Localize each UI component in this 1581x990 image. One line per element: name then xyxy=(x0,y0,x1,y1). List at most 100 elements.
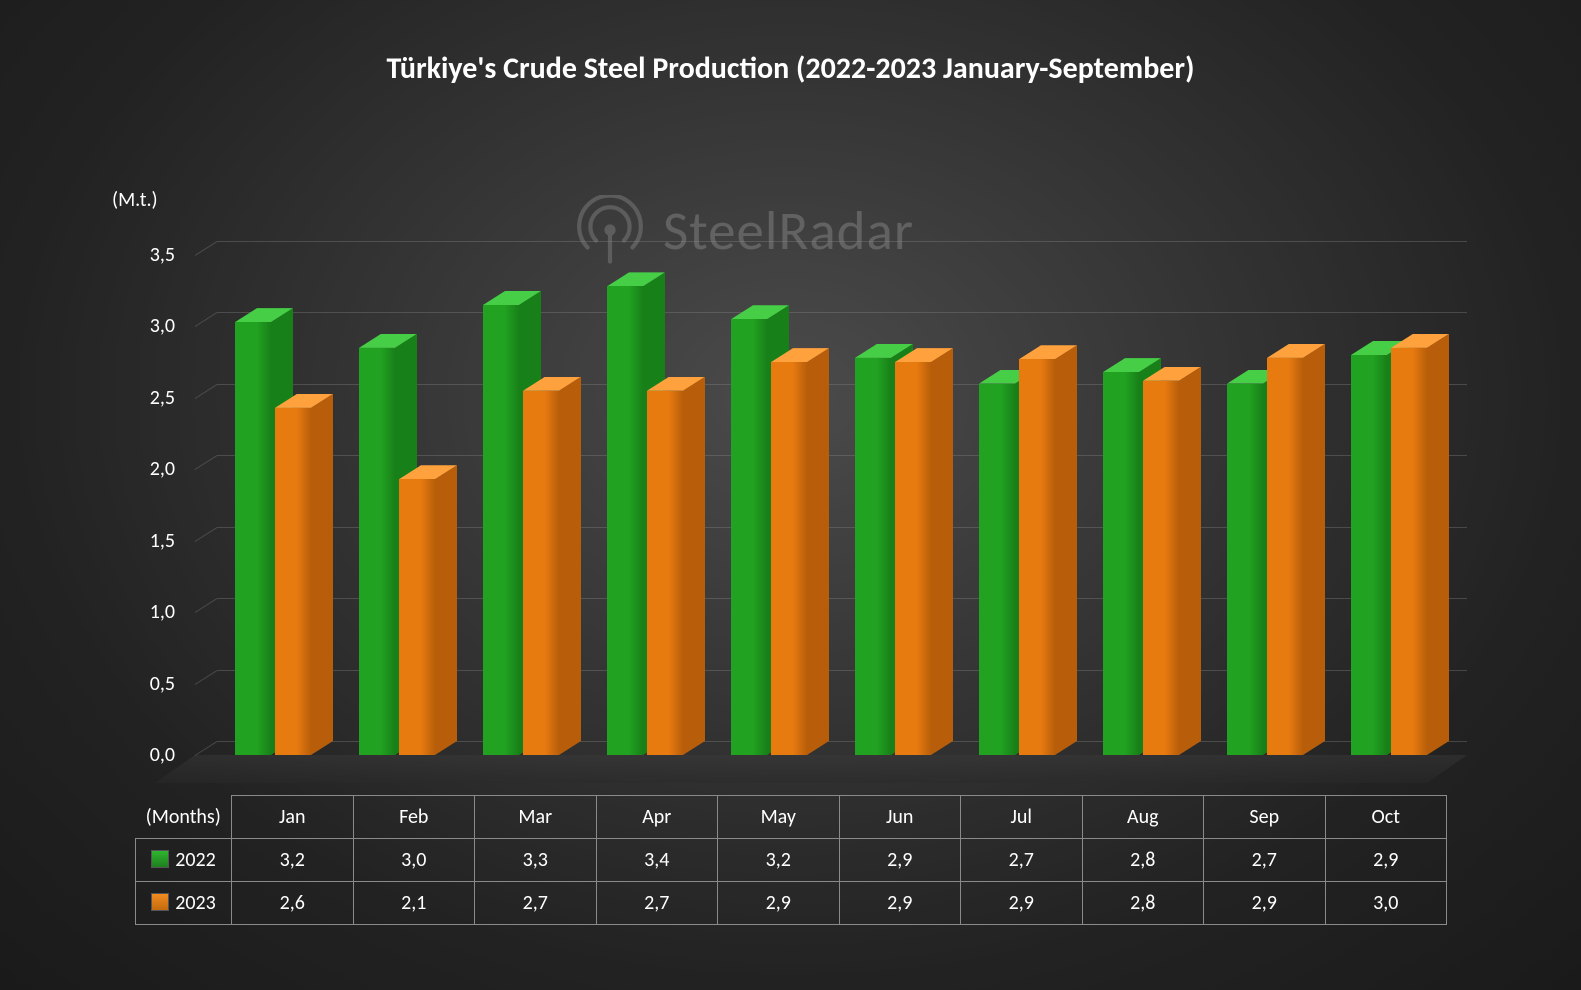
bar-side-face xyxy=(683,377,705,755)
gridline xyxy=(217,241,1467,242)
chart-title: Türkiye's Crude Steel Production (2022-2… xyxy=(0,50,1581,87)
data-cell: 3,3 xyxy=(475,839,597,882)
y-tick-label: 2,0 xyxy=(125,457,175,481)
data-cell: 2,9 xyxy=(839,839,961,882)
series-label-2022: 2022 xyxy=(136,839,232,882)
bar-2023-jul xyxy=(1019,359,1055,755)
table-row: 20232,62,12,72,72,92,92,92,82,93,0 xyxy=(136,882,1447,925)
data-cell: 3,2 xyxy=(232,839,354,882)
bar-front-face xyxy=(731,319,767,755)
bar-2022-jan xyxy=(235,322,271,755)
plot-floor xyxy=(155,755,1467,783)
data-cell: 3,2 xyxy=(718,839,840,882)
gridline-connector xyxy=(195,670,218,685)
gridline-connector xyxy=(195,598,218,613)
month-header: Sep xyxy=(1204,796,1326,839)
bar-2023-aug xyxy=(1143,381,1179,755)
bar-front-face xyxy=(1103,372,1139,755)
data-cell: 2,7 xyxy=(1204,839,1326,882)
y-tick-label: 1,0 xyxy=(125,600,175,624)
y-tick-label: 2,5 xyxy=(125,386,175,410)
bar-2023-sep xyxy=(1267,358,1303,755)
bar-side-face xyxy=(1179,367,1201,755)
bar-front-face xyxy=(1267,358,1303,755)
data-cell: 2,6 xyxy=(232,882,354,925)
bar-2023-may xyxy=(771,362,807,755)
bar-front-face xyxy=(855,358,891,755)
gridline-connector xyxy=(195,384,218,399)
gridline-connector xyxy=(195,241,218,256)
bar-2022-may xyxy=(731,319,767,755)
gridline-connector xyxy=(195,527,218,542)
table-row: 20223,23,03,33,43,22,92,72,82,72,9 xyxy=(136,839,1447,882)
bar-front-face xyxy=(399,479,435,755)
chart-stage: Türkiye's Crude Steel Production (2022-2… xyxy=(0,0,1581,990)
gridline-connector xyxy=(195,741,218,756)
bar-side-face xyxy=(931,348,953,755)
data-cell: 2,7 xyxy=(596,882,718,925)
bar-2022-jul xyxy=(979,384,1015,755)
data-cell: 2,8 xyxy=(1082,839,1204,882)
y-tick-label: 1,5 xyxy=(125,529,175,553)
bar-2022-feb xyxy=(359,348,395,755)
month-header: Jun xyxy=(839,796,961,839)
data-cell: 2,1 xyxy=(353,882,475,925)
y-tick-label: 3,5 xyxy=(125,243,175,267)
plot-area: 0,00,51,01,52,02,53,03,5 xyxy=(195,255,1445,755)
data-cell: 3,4 xyxy=(596,839,718,882)
bar-front-face xyxy=(275,408,311,755)
bar-front-face xyxy=(1351,355,1387,755)
bar-side-face xyxy=(311,394,333,755)
table-row: (Months)JanFebMarAprMayJunJulAugSepOct xyxy=(136,796,1447,839)
y-tick-label: 3,0 xyxy=(125,314,175,338)
legend-swatch-icon xyxy=(151,850,169,868)
bar-2023-mar xyxy=(523,391,559,755)
watermark-text: SteelRadar xyxy=(663,197,914,264)
bar-2023-feb xyxy=(399,479,435,755)
data-cell: 2,9 xyxy=(839,882,961,925)
y-tick-label: 0,0 xyxy=(125,743,175,767)
bar-front-face xyxy=(523,391,559,755)
bar-front-face xyxy=(607,286,643,755)
bar-2023-oct xyxy=(1391,348,1427,755)
y-tick-label: 0,5 xyxy=(125,672,175,696)
bar-2022-apr xyxy=(607,286,643,755)
bar-2022-aug xyxy=(1103,372,1139,755)
bar-2022-oct xyxy=(1351,355,1387,755)
month-header: Oct xyxy=(1325,796,1447,839)
bar-side-face xyxy=(435,465,457,755)
month-header: Jan xyxy=(232,796,354,839)
data-cell: 2,9 xyxy=(961,882,1083,925)
series-label-2023: 2023 xyxy=(136,882,232,925)
bar-front-face xyxy=(1019,359,1055,755)
bar-side-face xyxy=(559,377,581,755)
data-cell: 2,7 xyxy=(475,882,597,925)
month-header: Apr xyxy=(596,796,718,839)
data-cell: 3,0 xyxy=(353,839,475,882)
bar-front-face xyxy=(895,362,931,755)
gridline xyxy=(217,312,1467,313)
bar-2022-mar xyxy=(483,305,519,755)
y-axis-unit-label: (M.t.) xyxy=(112,188,158,212)
data-cell: 3,0 xyxy=(1325,882,1447,925)
month-header: Feb xyxy=(353,796,475,839)
bar-side-face xyxy=(1303,344,1325,755)
bar-2022-jun xyxy=(855,358,891,755)
gridline-connector xyxy=(195,455,218,470)
bar-2023-jun xyxy=(895,362,931,755)
bar-front-face xyxy=(1227,384,1263,755)
month-header: Jul xyxy=(961,796,1083,839)
bar-front-face xyxy=(1391,348,1427,755)
bar-2022-sep xyxy=(1227,384,1263,755)
bar-2023-jan xyxy=(275,408,311,755)
bar-front-face xyxy=(235,322,271,755)
month-header: Mar xyxy=(475,796,597,839)
bar-side-face xyxy=(807,348,829,755)
bar-side-face xyxy=(1055,345,1077,755)
data-cell: 2,9 xyxy=(1325,839,1447,882)
data-cell: 2,9 xyxy=(1204,882,1326,925)
data-table: (Months)JanFebMarAprMayJunJulAugSepOct20… xyxy=(135,795,1447,925)
data-cell: 2,8 xyxy=(1082,882,1204,925)
month-header: May xyxy=(718,796,840,839)
x-category-label: (Months) xyxy=(136,796,232,839)
